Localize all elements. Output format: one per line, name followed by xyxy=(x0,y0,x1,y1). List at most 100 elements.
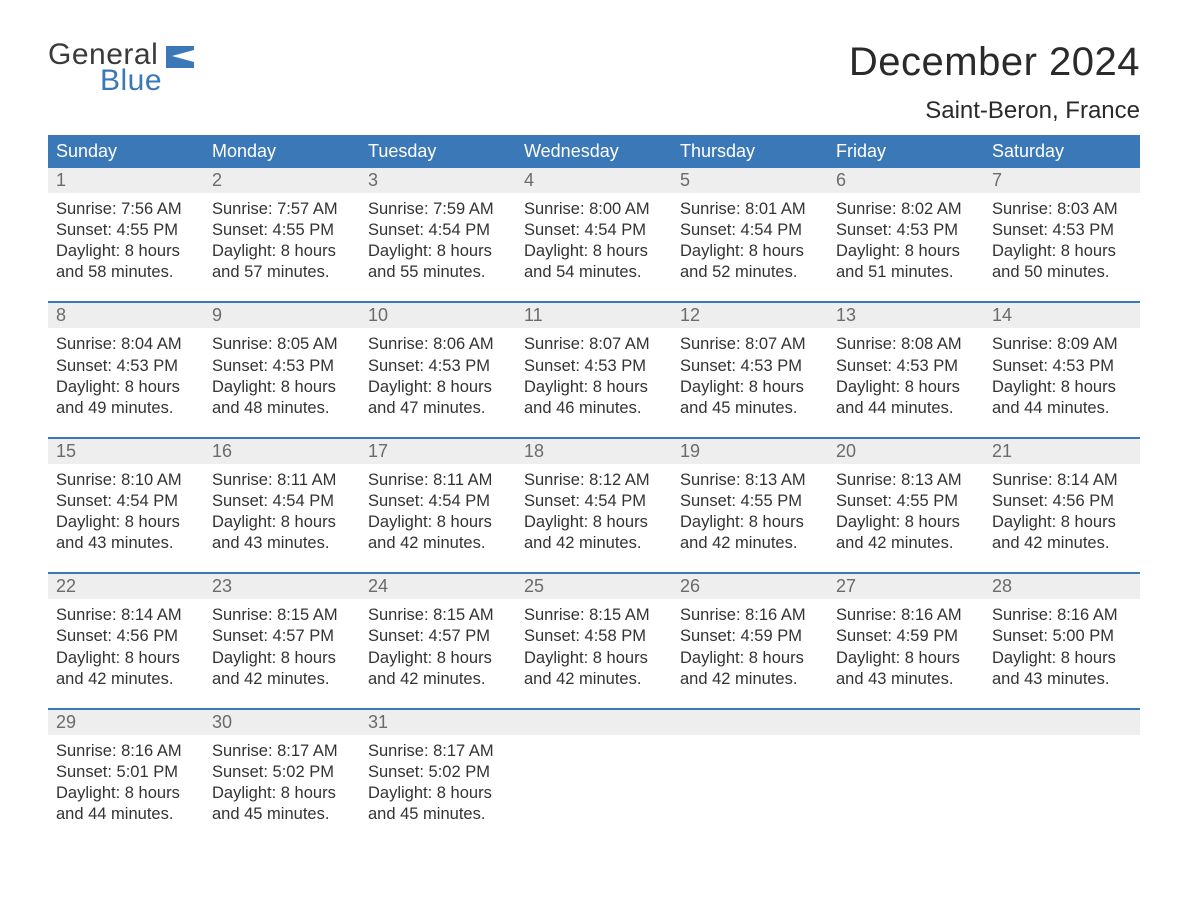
day-cell: Sunrise: 8:13 AMSunset: 4:55 PMDaylight:… xyxy=(828,464,984,554)
day-cell: Sunrise: 8:03 AMSunset: 4:53 PMDaylight:… xyxy=(984,193,1140,283)
sunset-text: Sunset: 4:53 PM xyxy=(368,356,508,377)
day-number: 3 xyxy=(360,168,516,193)
sunrise-text: Sunrise: 8:11 AM xyxy=(368,470,508,491)
sunrise-text: Sunrise: 8:15 AM xyxy=(212,605,352,626)
details-row: Sunrise: 8:14 AMSunset: 4:56 PMDaylight:… xyxy=(48,599,1140,689)
sunrise-text: Sunrise: 7:56 AM xyxy=(56,199,196,220)
sunset-text: Sunset: 4:54 PM xyxy=(56,491,196,512)
logo: General Blue xyxy=(48,40,194,96)
sunset-text: Sunset: 4:57 PM xyxy=(368,626,508,647)
daylight-line2: and 42 minutes. xyxy=(524,533,664,554)
day-cell xyxy=(672,735,828,825)
sunrise-text: Sunrise: 7:59 AM xyxy=(368,199,508,220)
day-number: 19 xyxy=(672,439,828,464)
details-row: Sunrise: 8:16 AMSunset: 5:01 PMDaylight:… xyxy=(48,735,1140,825)
day-number: 12 xyxy=(672,303,828,328)
day-number: 6 xyxy=(828,168,984,193)
day-cell: Sunrise: 8:10 AMSunset: 4:54 PMDaylight:… xyxy=(48,464,204,554)
day-cell: Sunrise: 8:16 AMSunset: 4:59 PMDaylight:… xyxy=(828,599,984,689)
sunrise-text: Sunrise: 8:17 AM xyxy=(212,741,352,762)
day-cell: Sunrise: 8:15 AMSunset: 4:57 PMDaylight:… xyxy=(360,599,516,689)
day-cell: Sunrise: 8:17 AMSunset: 5:02 PMDaylight:… xyxy=(360,735,516,825)
sunrise-text: Sunrise: 8:17 AM xyxy=(368,741,508,762)
weeks-container: 1234567 Sunrise: 7:56 AM Sunset: 4:55 PM Da… xyxy=(48,168,1140,825)
daylight-line2: and 45 minutes. xyxy=(680,398,820,419)
day-number: 7 xyxy=(984,168,1140,193)
daylight-line1: Daylight: 8 hours xyxy=(56,241,196,262)
sunset-text: Sunset: 4:53 PM xyxy=(212,356,352,377)
daylight-line1: Daylight: 8 hours xyxy=(212,648,352,669)
day-number: 10 xyxy=(360,303,516,328)
daylight-line1: Daylight: 8 hours xyxy=(992,241,1132,262)
sunset-text: Sunset: 5:02 PM xyxy=(212,762,352,783)
day-cell: Sunrise: 8:14 AMSunset: 4:56 PMDaylight:… xyxy=(984,464,1140,554)
day-cell: Sunrise: 8:12 AMSunset: 4:54 PMDaylight:… xyxy=(516,464,672,554)
details-row: Sunrise: 8:04 AMSunset: 4:53 PMDaylight:… xyxy=(48,328,1140,418)
daylight-line2: and 42 minutes. xyxy=(680,533,820,554)
details-row: Sunrise: 8:10 AMSunset: 4:54 PMDaylight:… xyxy=(48,464,1140,554)
daylight-line1: Daylight: 8 hours xyxy=(680,241,820,262)
day-number: 20 xyxy=(828,439,984,464)
day-header-saturday: Saturday xyxy=(984,135,1140,168)
daylight-line2: and 48 minutes. xyxy=(212,398,352,419)
daynum-row: 1234567 xyxy=(48,168,1140,193)
daylight-line1: Daylight: 8 hours xyxy=(524,241,664,262)
sunset-text: Sunset: 4:56 PM xyxy=(56,626,196,647)
daylight-line2: and 42 minutes. xyxy=(524,669,664,690)
day-number: 9 xyxy=(204,303,360,328)
daylight-line1: Daylight: 8 hours xyxy=(368,648,508,669)
day-number: 8 xyxy=(48,303,204,328)
day-number: 4 xyxy=(516,168,672,193)
daylight-line1: Daylight: 8 hours xyxy=(56,512,196,533)
sunrise-text: Sunrise: 8:14 AM xyxy=(992,470,1132,491)
sunset-text: Sunset: 4:54 PM xyxy=(524,220,664,241)
daylight-line1: Daylight: 8 hours xyxy=(836,648,976,669)
day-number: 11 xyxy=(516,303,672,328)
week-row: 293031Sunrise: 8:16 AMSunset: 5:01 PMDay… xyxy=(48,708,1140,825)
day-number: 27 xyxy=(828,574,984,599)
day-cell: Sunrise: 8:07 AMSunset: 4:53 PMDaylight:… xyxy=(516,328,672,418)
week-row: 891011121314Sunrise: 8:04 AMSunset: 4:53… xyxy=(48,301,1140,418)
daylight-line1: Daylight: 8 hours xyxy=(212,241,352,262)
day-number: 31 xyxy=(360,710,516,735)
sunrise-text: Sunrise: 8:07 AM xyxy=(524,334,664,355)
day-number: 23 xyxy=(204,574,360,599)
day-number: 30 xyxy=(204,710,360,735)
sunset-text: Sunset: 4:59 PM xyxy=(836,626,976,647)
daylight-line2: and 46 minutes. xyxy=(524,398,664,419)
sunrise-text: Sunrise: 8:05 AM xyxy=(212,334,352,355)
day-cell xyxy=(984,735,1140,825)
daylight-line2: and 42 minutes. xyxy=(680,669,820,690)
daynum-row: 891011121314 xyxy=(48,303,1140,328)
day-cell xyxy=(516,735,672,825)
day-cell: Sunrise: 8:11 AMSunset: 4:54 PMDaylight:… xyxy=(360,464,516,554)
daylight-line1: Daylight: 8 hours xyxy=(212,512,352,533)
sunrise-text: Sunrise: 8:04 AM xyxy=(56,334,196,355)
sunset-text: Sunset: 4:55 PM xyxy=(680,491,820,512)
week-row: 15161718192021Sunrise: 8:10 AMSunset: 4:… xyxy=(48,437,1140,554)
day-number: 16 xyxy=(204,439,360,464)
daylight-line2: and 50 minutes. xyxy=(992,262,1132,283)
day-cell: Sunrise: 8:15 AMSunset: 4:58 PMDaylight:… xyxy=(516,599,672,689)
daylight-line1: Daylight: 8 hours xyxy=(368,783,508,804)
sunrise-text: Sunrise: 8:12 AM xyxy=(524,470,664,491)
day-number: 17 xyxy=(360,439,516,464)
logo-text-bottom: Blue xyxy=(100,66,162,96)
daylight-line2: and 42 minutes. xyxy=(992,533,1132,554)
sunrise-text: Sunrise: 8:10 AM xyxy=(56,470,196,491)
day-cell: Sunrise: 8:08 AMSunset: 4:53 PMDaylight:… xyxy=(828,328,984,418)
daylight-line1: Daylight: 8 hours xyxy=(212,783,352,804)
day-cell: Sunrise: 8:05 AMSunset: 4:53 PMDaylight:… xyxy=(204,328,360,418)
sunrise-text: Sunrise: 8:13 AM xyxy=(680,470,820,491)
sunset-text: Sunset: 4:53 PM xyxy=(992,356,1132,377)
daylight-line1: Daylight: 8 hours xyxy=(56,648,196,669)
daylight-line2: and 54 minutes. xyxy=(524,262,664,283)
sunrise-text: Sunrise: 8:16 AM xyxy=(56,741,196,762)
day-number: 21 xyxy=(984,439,1140,464)
day-number: 24 xyxy=(360,574,516,599)
day-cell: Sunrise: 8:04 AMSunset: 4:53 PMDaylight:… xyxy=(48,328,204,418)
daylight-line2: and 57 minutes. xyxy=(212,262,352,283)
daynum-row: 15161718192021 xyxy=(48,439,1140,464)
sunrise-text: Sunrise: 8:15 AM xyxy=(368,605,508,626)
day-cell: Sunrise: 8:02 AMSunset: 4:53 PMDaylight:… xyxy=(828,193,984,283)
